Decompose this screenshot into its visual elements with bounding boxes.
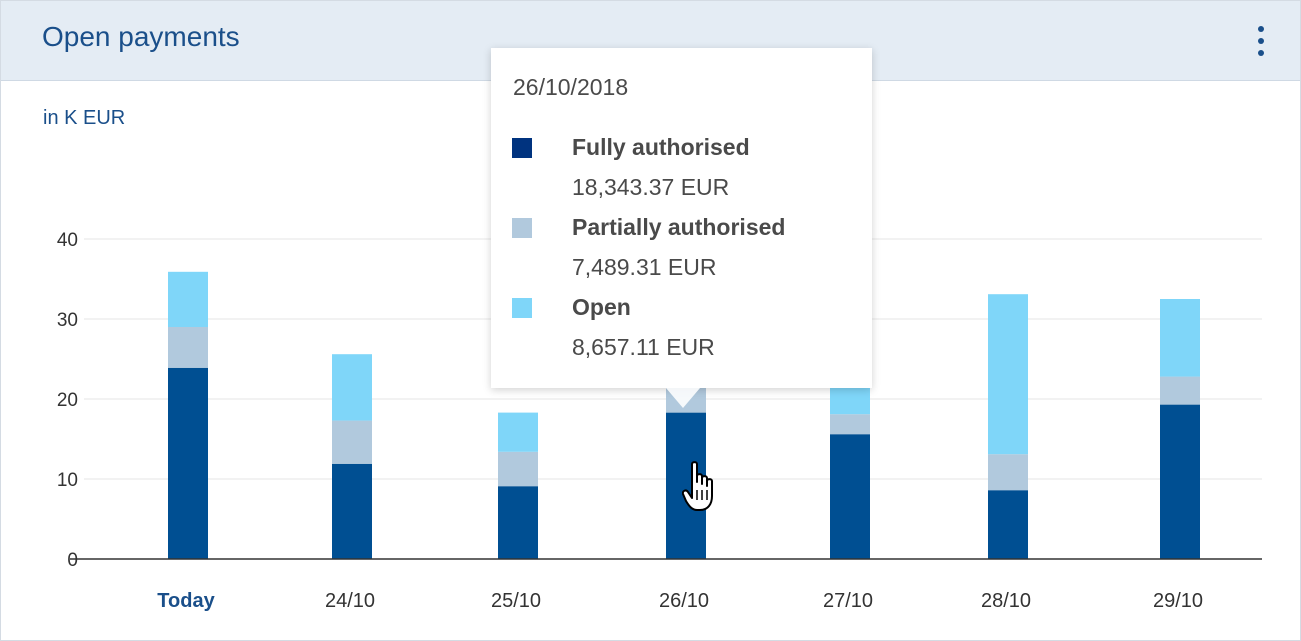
card-title: Open payments [42,21,240,52]
tooltip-swatch-fully [512,138,532,158]
x-tick-label: 29/10 [1153,590,1203,612]
menu-dot [1258,50,1264,56]
x-tick-label: 25/10 [491,590,541,612]
bar-segment-fully[interactable] [988,490,1028,559]
bar-segment-partially[interactable] [1160,376,1200,405]
unit-label: in K EUR [43,107,126,129]
chart-tooltip: 26/10/2018 Fully authorised 18,343.37 EU… [491,48,872,408]
bar-segment-partially[interactable] [988,454,1028,491]
y-tick-label: 0 [67,550,78,571]
y-tick-labels: 0 10 20 30 40 [57,230,78,571]
tooltip-name-open: Open [572,294,631,320]
bar-segment-partially[interactable] [332,420,372,464]
x-tick-label[interactable]: Today [157,590,215,612]
tooltip-date: 26/10/2018 [513,74,629,100]
tooltip-name-fully: Fully authorised [572,134,750,160]
bar-segment-open[interactable] [332,354,372,421]
menu-dot [1258,38,1264,44]
bar-segment-fully[interactable] [168,367,208,559]
tooltip-swatch-partially [512,218,532,238]
bar-segment-partially[interactable] [168,327,208,368]
tooltip-swatch-open [512,298,532,318]
bar-segment-fully[interactable] [830,434,870,559]
x-tick-label: 24/10 [325,590,375,612]
bar-segment-fully[interactable] [332,463,372,559]
tooltip-value-fully: 18,343.37 EUR [572,174,730,200]
bar-segment-partially[interactable] [498,451,538,487]
x-tick-label: 28/10 [981,590,1031,612]
y-tick-label: 40 [57,230,78,251]
bar-segment-partially[interactable] [830,414,870,435]
bar-segment-fully[interactable] [498,486,538,559]
bar-segment-open[interactable] [1160,299,1200,377]
y-tick-label: 10 [57,470,78,491]
hand-pointer-icon [682,461,713,511]
bar-segment-open[interactable] [988,294,1028,455]
more-vertical-icon[interactable] [1246,23,1276,59]
x-tick-labels: Today 24/10 25/10 26/10 27/10 28/10 29/10 [157,590,1203,612]
bar-segment-fully[interactable] [1160,404,1200,559]
x-tick-label: 26/10 [659,590,709,612]
tooltip-name-partially: Partially authorised [572,214,786,240]
y-tick-label: 20 [57,390,78,411]
y-tick-label: 30 [57,310,78,331]
bar-segment-open[interactable] [168,271,208,327]
tooltip-pointer [666,388,700,408]
x-tick-label: 27/10 [823,590,873,612]
tooltip-value-open: 8,657.11 EUR [572,334,715,360]
tooltip-value-partially: 7,489.31 EUR [572,254,717,280]
bar-segment-open[interactable] [498,412,538,452]
menu-dot [1258,26,1264,32]
